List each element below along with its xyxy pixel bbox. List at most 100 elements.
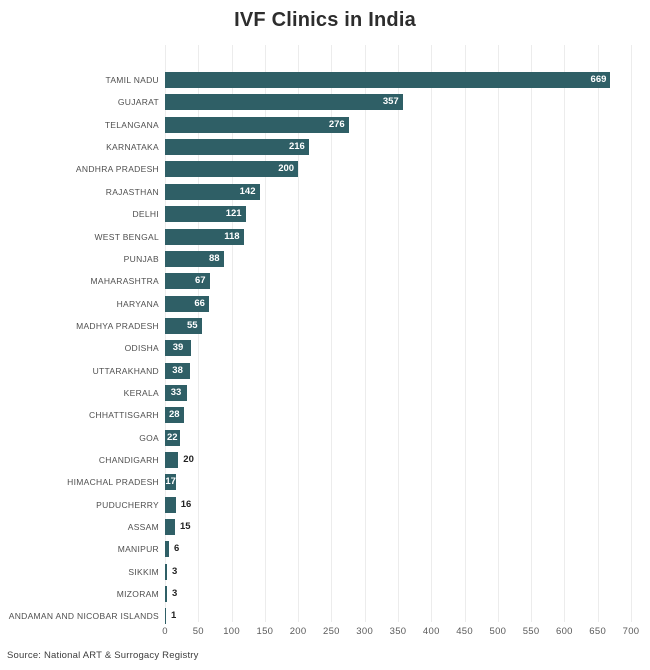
table-row: HARYANA 66 bbox=[0, 295, 650, 312]
category-label: KERALA bbox=[123, 387, 159, 398]
table-row: CHANDIGARH 20 bbox=[0, 452, 650, 468]
table-row: SIKKIM 3 bbox=[0, 563, 650, 580]
table-row: PUDUCHERRY 16 bbox=[0, 496, 650, 513]
bar bbox=[165, 340, 191, 357]
value-label: 3 bbox=[172, 565, 178, 577]
x-tick-label: 350 bbox=[389, 626, 407, 637]
gridline bbox=[331, 45, 333, 622]
category-label: ANDAMAN AND NICOBAR ISLANDS bbox=[8, 611, 159, 622]
value-label: 17 bbox=[165, 476, 176, 488]
category-label: TELANGANA bbox=[104, 119, 159, 130]
table-row: UTTARAKHAND 38 bbox=[0, 362, 650, 379]
value-label: 142 bbox=[239, 185, 256, 197]
value-label: 55 bbox=[187, 319, 198, 331]
category-label: MADHYA PRADESH bbox=[76, 320, 159, 331]
x-tick-label: 400 bbox=[422, 626, 440, 637]
table-row: ODISHA 39 bbox=[0, 340, 650, 357]
category-label: GUJARAT bbox=[117, 97, 159, 108]
table-row: ANDAMAN AND NICOBAR ISLANDS 1 bbox=[0, 608, 650, 625]
value-label: 16 bbox=[180, 498, 192, 510]
gridline bbox=[398, 45, 399, 622]
category-label: PUNJAB bbox=[123, 253, 159, 264]
value-label: 28 bbox=[169, 409, 180, 421]
category-label: HARYANA bbox=[116, 298, 159, 309]
bar bbox=[165, 608, 166, 625]
gridline bbox=[497, 45, 499, 622]
chart-title: IVF Clinics in India bbox=[234, 9, 416, 31]
bar bbox=[165, 384, 187, 401]
x-tick-label: 550 bbox=[522, 626, 540, 637]
bar bbox=[165, 317, 202, 334]
bar bbox=[165, 183, 260, 200]
table-row: TELANGANA 276 bbox=[0, 116, 650, 133]
category-label: MIZORAM bbox=[116, 589, 159, 600]
category-label: MANIPUR bbox=[117, 544, 159, 555]
value-label: 15 bbox=[180, 521, 191, 532]
gridline bbox=[564, 45, 566, 622]
value-label: 276 bbox=[328, 118, 345, 130]
x-tick-label: 100 bbox=[223, 626, 240, 637]
value-label: 216 bbox=[288, 141, 305, 153]
gridline bbox=[531, 45, 533, 622]
gridline bbox=[264, 45, 266, 622]
x-tick-label: 450 bbox=[456, 626, 473, 637]
bar bbox=[165, 362, 191, 379]
category-label: CHANDIGARH bbox=[98, 455, 159, 465]
category-label: WEST BENGAL bbox=[94, 231, 159, 242]
bar bbox=[165, 161, 299, 178]
category-label: TAMIL NADU bbox=[105, 75, 159, 85]
value-label: 67 bbox=[195, 275, 206, 287]
category-label: CHHATTISGARH bbox=[88, 410, 159, 421]
bar bbox=[165, 519, 175, 535]
table-row: PUNJAB 88 bbox=[0, 250, 650, 267]
bar bbox=[165, 273, 210, 290]
table-row: GUJARAT 357 bbox=[0, 94, 650, 111]
x-tick-label: 200 bbox=[289, 626, 307, 637]
category-label: DELHI bbox=[132, 209, 159, 220]
value-label: 3 bbox=[172, 588, 178, 600]
table-row: HIMACHAL PRADESH 17 bbox=[0, 474, 650, 491]
value-label: 357 bbox=[382, 96, 399, 108]
table-row: ANDHRA PRADESH 200 bbox=[0, 161, 650, 178]
x-tick-label: 500 bbox=[489, 626, 507, 637]
bar bbox=[165, 116, 349, 133]
gridline bbox=[298, 45, 300, 622]
bar bbox=[165, 496, 176, 513]
gridline bbox=[631, 45, 632, 622]
category-label: GOA bbox=[139, 432, 159, 443]
bar bbox=[165, 228, 244, 245]
bar bbox=[165, 541, 169, 558]
bar bbox=[165, 407, 184, 424]
gridline bbox=[364, 45, 366, 622]
bar bbox=[165, 295, 209, 312]
value-label: 121 bbox=[225, 208, 242, 220]
x-tick-label: 150 bbox=[256, 626, 274, 637]
table-row: KARNATAKA 216 bbox=[0, 139, 650, 156]
table-row: MIZORAM 3 bbox=[0, 586, 650, 603]
category-label: ASSAM bbox=[127, 522, 159, 532]
category-label: SIKKIM bbox=[128, 566, 159, 577]
category-label: ANDHRA PRADESH bbox=[75, 164, 159, 175]
category-label: HIMACHAL PRADESH bbox=[67, 477, 159, 488]
category-label: RAJASTHAN bbox=[105, 186, 159, 197]
bar bbox=[165, 94, 403, 111]
bar bbox=[165, 72, 611, 88]
x-tick-label: 700 bbox=[622, 626, 640, 637]
gridline bbox=[464, 45, 466, 622]
bar bbox=[165, 452, 179, 468]
bar bbox=[165, 586, 167, 603]
value-label: 20 bbox=[183, 454, 194, 465]
value-label: 66 bbox=[194, 297, 205, 309]
value-label: 88 bbox=[209, 252, 220, 264]
source-note: Source: National ART & Surrogacy Registr… bbox=[7, 650, 199, 661]
value-label: 38 bbox=[172, 364, 183, 376]
x-tick-label: 0 bbox=[162, 626, 168, 637]
category-label: MAHARASHTRA bbox=[90, 276, 159, 287]
value-label: 200 bbox=[278, 163, 295, 175]
table-row: MANIPUR 6 bbox=[0, 541, 650, 558]
x-tick-label: 650 bbox=[589, 626, 607, 637]
category-label: KARNATAKA bbox=[106, 142, 159, 153]
gridline bbox=[431, 45, 433, 622]
table-row: GOA 22 bbox=[0, 429, 650, 446]
gridline bbox=[231, 45, 233, 622]
